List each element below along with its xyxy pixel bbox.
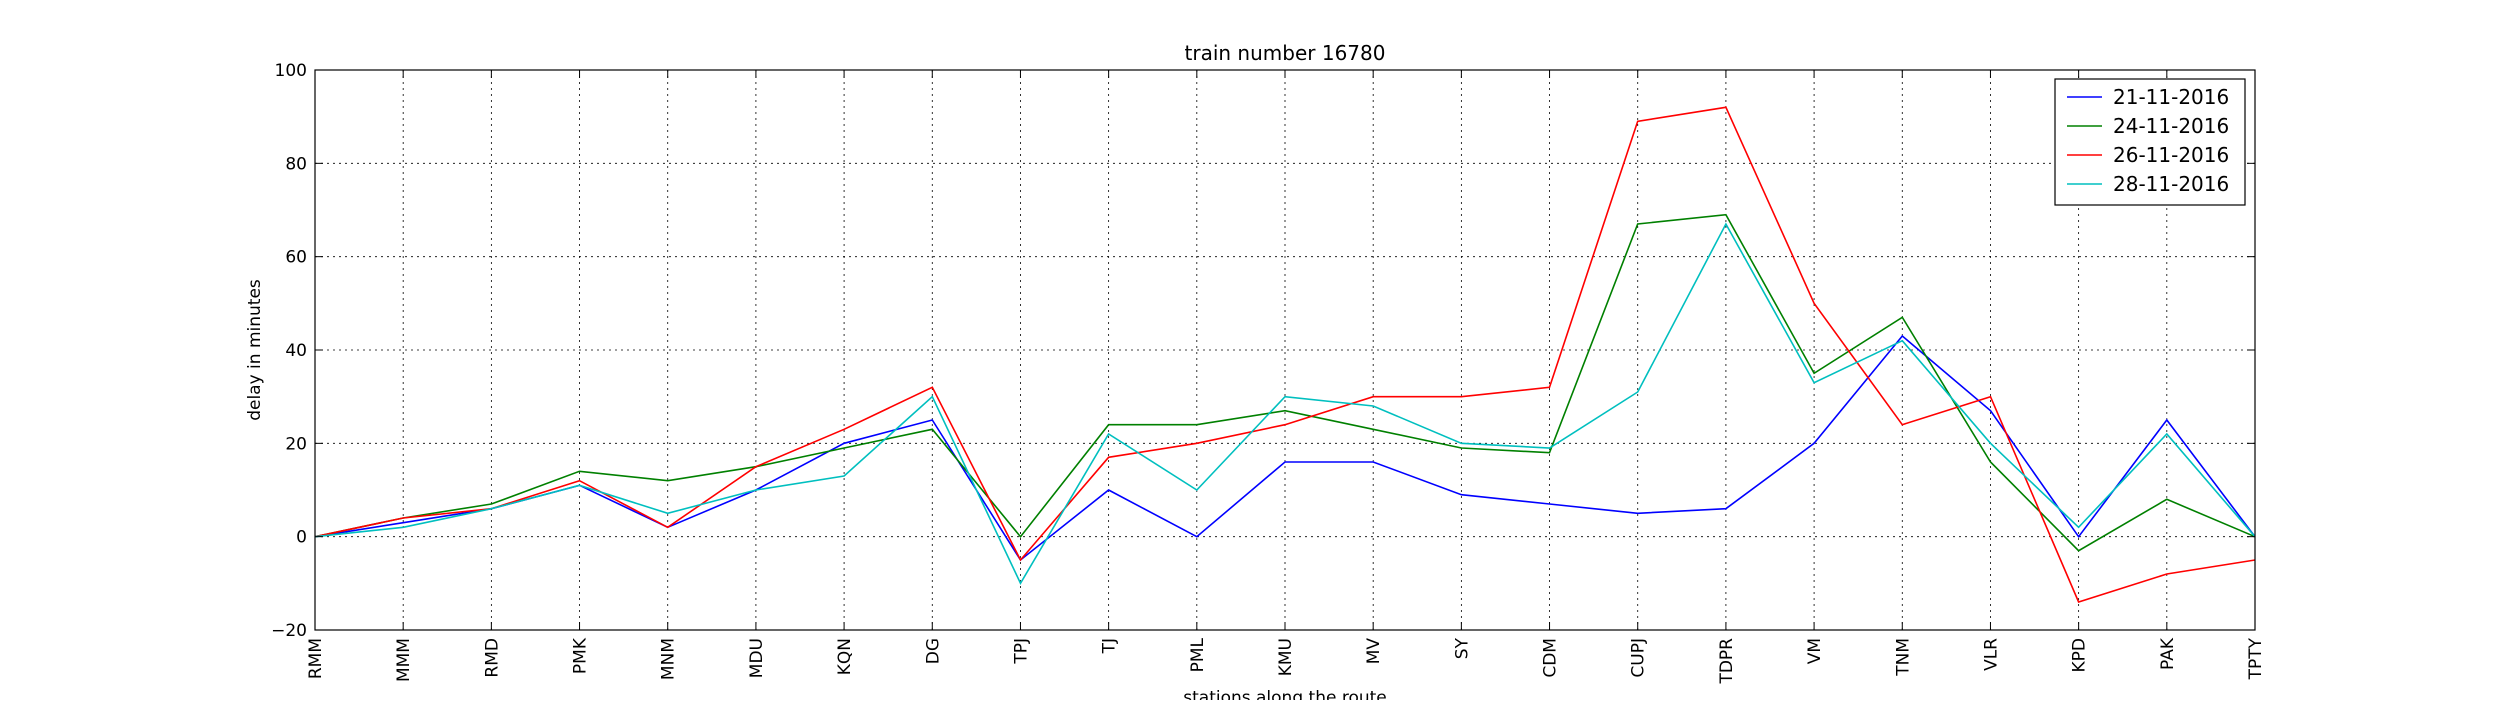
x-tick-label: KPD	[2070, 638, 2090, 673]
x-tick-label: TPTY	[2246, 637, 2266, 680]
x-tick-label: MV	[1364, 638, 1384, 665]
x-tick-label: SY	[1452, 637, 1472, 659]
y-tick-label: 60	[285, 248, 307, 268]
x-tick-label: VM	[1805, 638, 1825, 664]
x-tick-label: PMK	[571, 637, 591, 674]
y-axis-label: delay in minutes	[245, 279, 265, 421]
y-tick-label: 80	[285, 154, 307, 174]
y-tick-label: 40	[285, 341, 307, 361]
legend-label: 21-11-2016	[2113, 85, 2229, 109]
legend: 21-11-2016 24-11-2016 26-11-2016 28-11-2016	[2054, 78, 2246, 206]
series-line-28-11-2016	[314, 222, 2256, 586]
x-tick-label: MNM	[659, 638, 679, 680]
x-tick-label: TDPR	[1717, 638, 1737, 685]
chart-title: train number 16780	[1185, 41, 1386, 65]
x-axis-label: stations along the route	[1183, 688, 1387, 700]
x-tick-label: KQN	[835, 638, 855, 675]
legend-label: 24-11-2016	[2113, 114, 2229, 138]
x-tick-label: MMM	[394, 638, 414, 682]
x-tick-label: RMM	[306, 638, 326, 679]
y-tick-label: −20	[271, 621, 307, 641]
x-tick-label: KMU	[1276, 638, 1296, 676]
series-line-24-11-2016	[314, 213, 2256, 552]
series-line-26-11-2016	[314, 106, 2256, 603]
x-tick-label: DG	[923, 638, 943, 664]
x-tick-label: RMD	[482, 638, 502, 678]
x-tick-label: PAK	[2158, 637, 2178, 670]
grid-lines	[314, 69, 2256, 631]
legend-label: 28-11-2016	[2113, 172, 2229, 196]
y-tick-label: 0	[296, 528, 307, 548]
y-tick-label: 20	[285, 434, 307, 454]
x-tick-label: CUPJ	[1629, 638, 1649, 678]
axis-ticks: RMM MMM RMD PMK MNM MDU KQN DG TPJ TJ PML KMU MV SY CD…	[271, 61, 2266, 685]
x-tick-label: TJ	[1100, 638, 1120, 654]
x-tick-label: VLR	[1981, 638, 2001, 671]
x-tick-label: MDU	[747, 638, 767, 678]
series-lines	[314, 106, 2256, 603]
x-tick-label: PML	[1188, 637, 1208, 672]
legend-label: 26-11-2016	[2113, 143, 2229, 167]
y-tick-label: 100	[275, 61, 307, 81]
series-line-21-11-2016	[314, 334, 2256, 562]
x-tick-label: TNM	[1893, 638, 1913, 677]
x-tick-label: CDM	[1541, 638, 1561, 678]
x-tick-label: TPJ	[1011, 638, 1031, 665]
